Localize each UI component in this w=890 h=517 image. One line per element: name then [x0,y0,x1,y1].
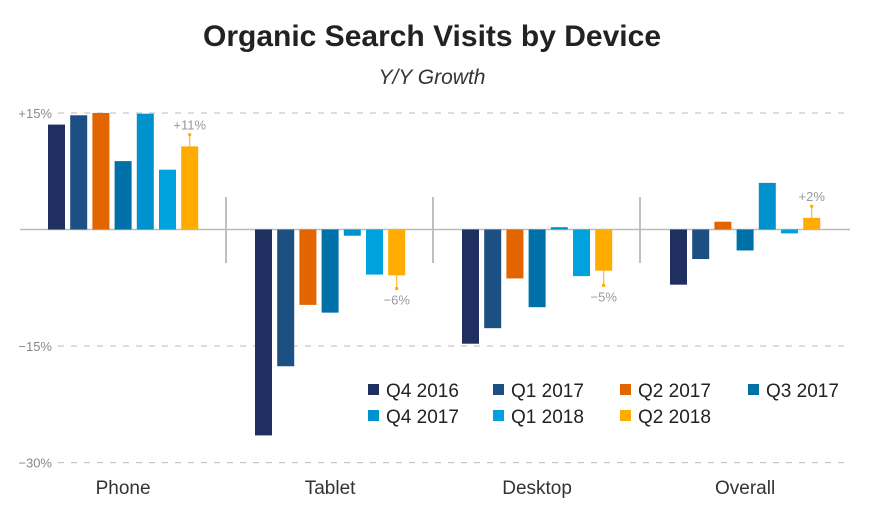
bar-phone-q4-2017 [136,113,154,230]
legend-label: Q2 2018 [638,407,711,428]
x-category-label: Overall [715,478,775,499]
legend-swatch [493,410,504,421]
legend-item: Q1 2018 [493,407,584,428]
y-tick-label: +15% [18,106,52,121]
legend-item: Q2 2018 [620,407,711,428]
bar-tablet-q1-2017 [277,229,295,367]
bar-tablet-q4-2016 [255,229,272,436]
legend-swatch [620,384,631,395]
data-label: +11% [173,118,206,133]
bar-tablet-q1-2018 [366,229,383,275]
bar-desktop-q4-2016 [462,229,479,344]
bar-tablet-q2-2018 [388,229,406,276]
error-bar-cap [188,133,192,137]
legend-item: Q1 2017 [493,381,584,402]
data-label: +2% [799,189,826,204]
error-bar-cap [810,204,814,208]
legend-label: Q4 2016 [386,381,459,402]
legend-swatch [493,384,504,395]
legend-label: Q2 2017 [638,381,711,402]
bar-desktop-q4-2017 [550,227,568,230]
legend-swatch [368,384,379,395]
legend-swatch [620,410,631,421]
legend-item: Q2 2017 [620,381,711,402]
bar-phone-q1-2018 [159,169,176,230]
data-label: −6% [384,293,411,308]
bar-overall-q2-2017 [714,221,732,230]
bar-tablet-q3-2017 [321,229,339,313]
bar-desktop-q1-2017 [484,229,502,329]
bar-phone-q4-2016 [48,124,65,230]
bar-overall-q4-2016 [670,229,687,285]
legend-item: Q4 2016 [368,381,459,402]
legend-swatch [368,410,379,421]
bar-tablet-q2-2017 [299,229,317,305]
data-label: −5% [591,289,618,304]
bar-desktop-q1-2018 [573,229,590,277]
bar-phone-q2-2017 [92,112,110,230]
x-category-label: Tablet [305,478,356,499]
legend-label: Q4 2017 [386,407,459,428]
x-category-label: Desktop [502,478,572,499]
y-tick-label: −30% [18,456,52,471]
bar-overall-q3-2017 [736,229,754,251]
bar-desktop-q3-2017 [528,229,546,308]
bar-overall-q4-2017 [758,182,776,230]
y-tick-label: −15% [18,339,52,354]
chart-title: Organic Search Visits by Device [203,20,661,53]
bar-phone-q3-2017 [114,161,132,230]
error-bar-cap [602,283,606,287]
legend-swatch [748,384,759,395]
x-category-label: Phone [96,478,151,499]
bar-phone-q1-2017 [70,115,88,230]
bar-overall-q2-2018 [803,217,821,230]
bar-desktop-q2-2018 [595,229,613,271]
chart-subtitle: Y/Y Growth [379,66,486,89]
legend-item: Q4 2017 [368,407,459,428]
legend-item: Q3 2017 [748,381,839,402]
legend-label: Q1 2017 [511,381,584,402]
bar-tablet-q4-2017 [343,229,361,236]
bar-overall-q1-2018 [781,229,798,234]
bar-phone-q2-2018 [181,146,199,230]
bar-desktop-q2-2017 [506,229,524,279]
error-bar-cap [395,287,399,291]
legend-label: Q1 2018 [511,407,584,428]
bar-overall-q1-2017 [692,229,710,260]
legend-label: Q3 2017 [766,381,839,402]
